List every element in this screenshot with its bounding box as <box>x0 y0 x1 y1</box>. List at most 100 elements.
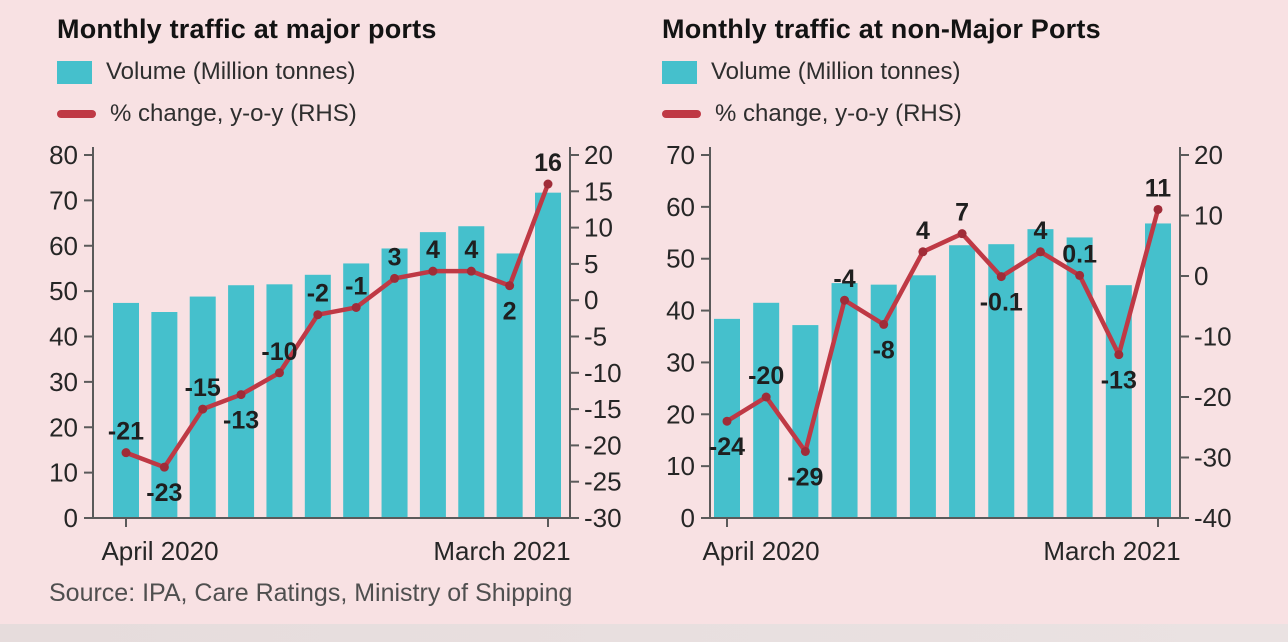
right-axis-tick-label: 5 <box>584 249 598 279</box>
line-point-label: -2 <box>307 280 329 308</box>
left-axis-tick-label: 30 <box>666 347 695 377</box>
line-point-label: 4 <box>916 217 930 245</box>
major-ports-plot: 0 10 20 30 40 50 60 70 80 -30 -25 -20 -15 -10 -5 0 5 10 15… <box>49 140 622 566</box>
line-point <box>505 281 515 291</box>
volume-bar <box>266 284 293 518</box>
line-point-label: 3 <box>388 243 402 271</box>
legend-pct-change: % change, y-o-y (RHS) <box>57 100 357 127</box>
volume-bar <box>496 253 523 518</box>
left-axis-tick-label: 30 <box>49 367 78 397</box>
left-axis-tick-label: 60 <box>666 192 695 222</box>
line-point-label: -21 <box>108 418 144 446</box>
left-axis-tick-label: 40 <box>666 296 695 326</box>
line-point <box>1035 247 1045 257</box>
volume-bar <box>151 311 178 518</box>
volume-swatch-icon <box>662 60 697 84</box>
right-axis-tick-label: -15 <box>584 394 622 424</box>
line-point-label: 16 <box>534 149 562 177</box>
right-axis-tick-label: 10 <box>1194 201 1223 231</box>
left-axis-tick-label: 70 <box>666 140 695 170</box>
left-axis-tick-label: 20 <box>666 399 695 429</box>
right-axis-tick-label: -5 <box>584 322 607 352</box>
legend-volume: Volume (Million tonnes) <box>662 58 961 85</box>
source-attribution: Source: IPA, Care Ratings, Ministry of S… <box>49 579 573 607</box>
line-point <box>313 310 323 320</box>
line-point-label: -10 <box>261 338 297 366</box>
volume-bar <box>1145 223 1171 519</box>
pct-change-line <box>123 181 551 470</box>
right-axis-tick-label: -20 <box>1194 382 1232 412</box>
non-major-ports-chart-title: Monthly traffic at non-Major Ports <box>662 14 1101 44</box>
right-axis-tick-label: -20 <box>584 430 622 460</box>
line-point-label: 2 <box>503 298 517 326</box>
line-point-label: -0.1 <box>980 289 1023 317</box>
line-point-label: -20 <box>748 362 784 390</box>
line-point <box>121 448 131 458</box>
line-point <box>236 390 246 400</box>
x-axis-label: April 2020 <box>101 536 218 566</box>
volume-bar <box>228 285 255 518</box>
line-point <box>1075 270 1085 280</box>
non-major-ports-plot: 0 10 20 30 40 50 60 70 -40 -30 -20 -10 0 10 20 April 20… <box>666 140 1232 566</box>
non-major-ports-chart-panel: Monthly traffic at non-Major Ports Volum… <box>644 0 1288 624</box>
right-axis-tick-label: -30 <box>584 503 622 533</box>
volume-swatch-icon <box>57 60 92 84</box>
line-point <box>879 319 889 329</box>
major-ports-chart-panel: Monthly traffic at major ports Volume (M… <box>0 0 644 624</box>
legend-pct-change-label: % change, y-o-y (RHS) <box>715 100 962 127</box>
legend-pct-change: % change, y-o-y (RHS) <box>662 100 962 127</box>
right-axis-tick-label: -10 <box>584 358 622 388</box>
legend-volume-label: Volume (Million tonnes) <box>711 58 961 85</box>
line-point <box>918 247 928 257</box>
left-axis-tick-label: 10 <box>666 451 695 481</box>
line-point-label: 0.1 <box>1062 240 1097 268</box>
left-axis-tick-label: 20 <box>49 412 78 442</box>
line-point-label: -1 <box>345 272 367 300</box>
volume-bar <box>988 244 1015 518</box>
legend-volume: Volume (Million tonnes) <box>57 58 355 85</box>
volume-bar <box>1027 229 1054 519</box>
line-point <box>996 272 1006 282</box>
right-axis-tick-label: 0 <box>1194 261 1208 291</box>
left-axis-tick-label: 70 <box>49 185 78 215</box>
right-axis-tick-label: 20 <box>584 140 613 170</box>
volume-bar <box>113 302 139 518</box>
volume-bar <box>831 283 858 518</box>
left-axis-tick-label: 50 <box>49 276 78 306</box>
pct-change-line-icon <box>662 110 701 118</box>
line-point <box>274 368 284 378</box>
line-point-label: -13 <box>1101 367 1137 395</box>
line-point <box>428 266 438 276</box>
line-point-label: 4 <box>1034 217 1048 245</box>
legend-pct-change-label: % change, y-o-y (RHS) <box>110 100 357 127</box>
line-point-label: -29 <box>787 463 823 491</box>
right-axis-tick-label: -25 <box>584 467 622 497</box>
right-axis-tick-label: 20 <box>1194 140 1223 170</box>
left-axis-tick-label: 10 <box>49 458 78 488</box>
bottom-strip <box>0 624 1288 642</box>
line-point <box>466 266 476 276</box>
left-axis-tick-label: 80 <box>49 140 78 170</box>
line-point <box>800 446 810 456</box>
line-point <box>761 392 771 402</box>
left-axis-tick-label: 60 <box>49 231 78 261</box>
line-point-label: -13 <box>223 407 259 435</box>
line-point <box>722 416 732 426</box>
line-point <box>957 229 967 239</box>
left-axis-tick-label: 40 <box>49 322 78 352</box>
left-axis-tick-label: 50 <box>666 244 695 274</box>
line-point-label: 11 <box>1145 174 1172 202</box>
left-axis-tick-label: 0 <box>681 503 695 533</box>
line-point-label: -4 <box>833 265 855 293</box>
right-axis-tick-label: 15 <box>584 176 613 206</box>
line-point-label: -15 <box>185 374 221 402</box>
right-axis-tick-label: -40 <box>1194 503 1232 533</box>
volume-bar <box>535 192 561 518</box>
major-ports-chart-title: Monthly traffic at major ports <box>57 14 437 44</box>
line-point <box>351 302 361 312</box>
x-axis-label: March 2021 <box>433 536 570 566</box>
line-point <box>840 295 850 305</box>
line-point-label: 7 <box>955 199 969 227</box>
volume-bar <box>1066 237 1093 518</box>
line-point <box>198 404 208 414</box>
